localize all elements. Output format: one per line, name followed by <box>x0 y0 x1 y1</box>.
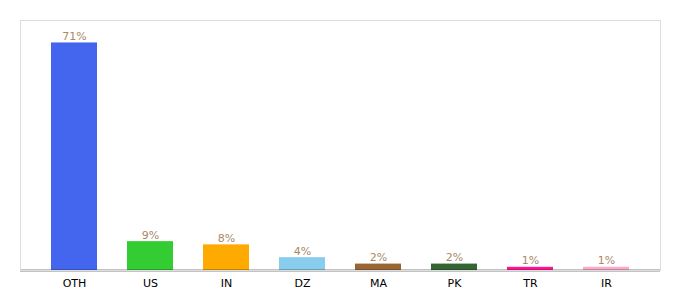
svg-text:1%: 1% <box>598 254 615 267</box>
svg-text:9%: 9% <box>142 229 159 242</box>
svg-text:8%: 8% <box>218 232 235 245</box>
svg-text:2%: 2% <box>370 251 387 264</box>
svg-text:OTH: OTH <box>63 277 87 290</box>
svg-text:DZ: DZ <box>294 277 310 290</box>
svg-text:71%: 71% <box>62 30 86 43</box>
svg-text:1%: 1% <box>522 254 539 267</box>
svg-text:IR: IR <box>601 277 612 290</box>
svg-text:4%: 4% <box>294 245 311 258</box>
svg-text:MA: MA <box>370 277 387 290</box>
svg-text:US: US <box>143 277 158 290</box>
svg-text:IN: IN <box>221 277 232 290</box>
svg-text:TR: TR <box>522 277 538 290</box>
svg-text:2%: 2% <box>446 251 463 264</box>
svg-text:PK: PK <box>448 277 463 290</box>
